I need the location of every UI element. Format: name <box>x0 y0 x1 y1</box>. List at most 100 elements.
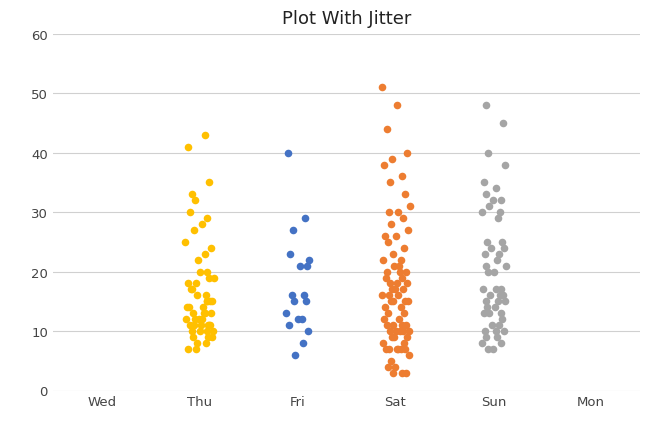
Point <box>480 298 491 305</box>
Point <box>482 304 493 311</box>
Point <box>292 316 303 323</box>
Point <box>496 340 506 347</box>
Point <box>397 322 408 329</box>
Point <box>483 269 494 276</box>
Point <box>477 209 487 216</box>
Point <box>207 334 218 341</box>
Point <box>185 322 195 329</box>
Point <box>387 251 398 258</box>
Point <box>207 298 218 305</box>
Point <box>384 180 395 187</box>
Point <box>400 191 411 198</box>
Point <box>491 286 502 293</box>
Point <box>382 310 393 317</box>
Point <box>187 310 198 317</box>
Point <box>205 322 216 329</box>
Point <box>479 328 490 335</box>
Point <box>183 144 193 151</box>
Point <box>499 245 510 252</box>
Point <box>201 298 212 305</box>
Point <box>376 292 387 299</box>
Point <box>378 340 388 347</box>
Point <box>391 328 402 335</box>
Point <box>479 251 490 258</box>
Point <box>486 245 497 252</box>
Point <box>392 280 403 287</box>
Point <box>189 316 200 323</box>
Point <box>185 286 196 293</box>
Point <box>402 334 412 341</box>
Point <box>496 286 506 293</box>
Point <box>477 286 488 293</box>
Point <box>401 322 411 329</box>
Point <box>385 221 396 228</box>
Point <box>387 369 398 376</box>
Point <box>196 316 207 323</box>
Point <box>482 239 493 246</box>
Point <box>183 280 193 287</box>
Point <box>397 274 408 281</box>
Point <box>399 245 410 252</box>
Point <box>393 292 404 299</box>
Point <box>203 334 214 341</box>
Point <box>401 269 411 276</box>
Title: Plot With Jitter: Plot With Jitter <box>282 10 411 28</box>
Point <box>399 340 410 347</box>
Point <box>398 215 409 222</box>
Point <box>380 345 391 352</box>
Point <box>390 286 401 293</box>
Point <box>379 304 390 311</box>
Point <box>396 304 407 311</box>
Point <box>383 345 394 352</box>
Point <box>398 328 409 335</box>
Point <box>485 292 496 299</box>
Point <box>396 256 407 263</box>
Point <box>386 286 397 293</box>
Point <box>280 310 291 317</box>
Point <box>200 340 211 347</box>
Point <box>386 156 397 163</box>
Point <box>481 263 492 270</box>
Point <box>181 316 191 323</box>
Point <box>483 150 494 157</box>
Point <box>187 334 198 341</box>
Point <box>384 280 395 287</box>
Point <box>383 209 394 216</box>
Point <box>286 292 297 299</box>
Point <box>187 191 197 198</box>
Point <box>282 150 293 157</box>
Point <box>378 162 389 169</box>
Point <box>493 215 504 222</box>
Point <box>401 369 411 376</box>
Point <box>491 185 502 192</box>
Point <box>396 345 407 352</box>
Point <box>492 334 502 341</box>
Point <box>385 298 396 305</box>
Point <box>381 269 392 276</box>
Point <box>477 340 487 347</box>
Point <box>206 245 216 252</box>
Point <box>191 340 202 347</box>
Point <box>197 304 208 311</box>
Point <box>208 328 218 335</box>
Point <box>185 209 195 216</box>
Point <box>284 251 295 258</box>
Point <box>189 197 200 204</box>
Point <box>390 363 401 370</box>
Point <box>387 322 398 329</box>
Point <box>394 263 405 270</box>
Point <box>404 328 414 335</box>
Point <box>405 203 415 210</box>
Point <box>304 256 315 263</box>
Point <box>289 352 300 358</box>
Point <box>397 369 408 376</box>
Point <box>205 298 216 305</box>
Point <box>378 256 388 263</box>
Point <box>391 233 402 240</box>
Point <box>403 227 413 234</box>
Point <box>495 292 506 299</box>
Point <box>403 298 413 305</box>
Point <box>490 304 500 311</box>
Point <box>404 352 414 358</box>
Point <box>481 334 492 341</box>
